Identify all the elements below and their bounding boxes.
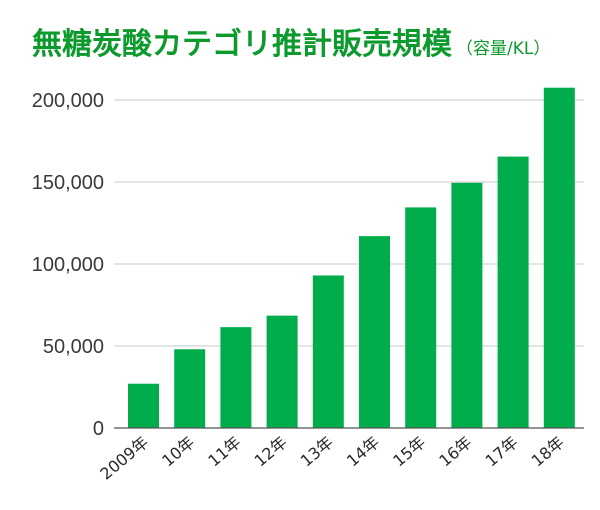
x-tick-label-1: 10年 [158, 433, 198, 471]
bars [128, 87, 575, 428]
bar-5 [359, 236, 390, 428]
x-tick-label-3: 12年 [251, 433, 291, 471]
bar-9 [543, 87, 575, 428]
x-tick-label-4: 13年 [297, 433, 337, 471]
x-tick-label-7: 16年 [435, 433, 475, 471]
chart-title: 無糖炭酸カテゴリ推計販売規模 （容量/KL） [32, 27, 550, 62]
x-tick-label-9: 18年 [528, 433, 568, 471]
bar-3 [266, 315, 298, 428]
y-tick-label-2: 100,000 [32, 254, 104, 276]
x-tick-label-2: 11年 [204, 433, 244, 471]
bar-6 [405, 207, 437, 428]
y-tick-label-3: 150,000 [32, 172, 104, 194]
bar-8 [497, 156, 529, 428]
bar-0 [128, 383, 159, 428]
y-tick-label-1: 50,000 [43, 336, 104, 358]
bar-1 [174, 349, 206, 428]
bar-7 [451, 182, 483, 428]
x-axis-tick-labels: 2009年 10年 11年 12年 13年 14年 15年 16年 17年 18年 [96, 433, 567, 484]
x-tick-label-8: 17年 [482, 433, 522, 471]
bar-2 [220, 327, 252, 428]
x-tick-label-6: 15年 [389, 433, 429, 471]
y-tick-label-0: 0 [93, 418, 104, 440]
x-tick-label-5: 14年 [343, 433, 383, 471]
bar-4 [312, 275, 344, 428]
x-tick-label-0: 2009年 [96, 433, 152, 484]
y-axis-tick-labels: 0 50,000 100,000 150,000 200,000 [32, 90, 104, 440]
chart-title-unit: （容量/KL） [456, 39, 550, 59]
y-tick-label-4: 200,000 [32, 90, 104, 112]
chart-title-main: 無糖炭酸カテゴリ推計販売規模 [32, 27, 452, 62]
